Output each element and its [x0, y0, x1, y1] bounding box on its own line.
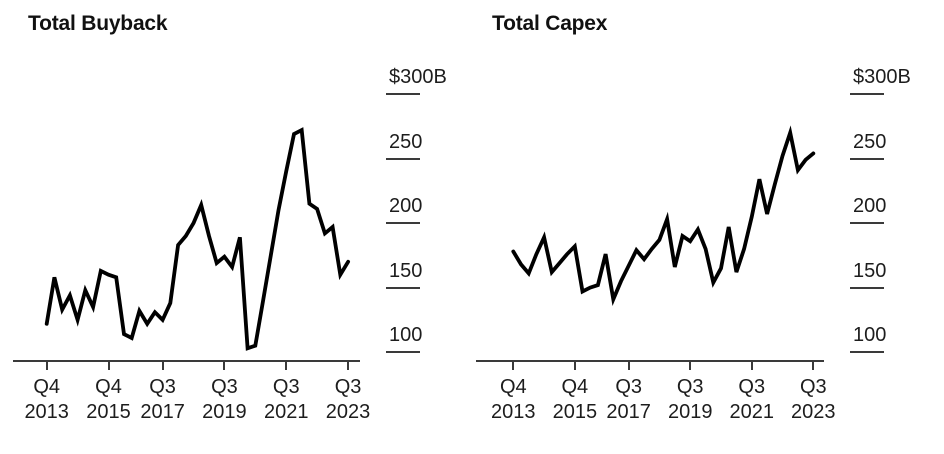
x-tick-quarter-label: Q3 [334, 376, 362, 398]
x-tick-quarter-label: Q4 [33, 376, 61, 398]
y-axis-label-text: 100 [853, 324, 887, 347]
x-tick-year-label: 2021 [729, 401, 775, 423]
y-axis-tick-line [386, 92, 420, 95]
x-axis-tick-line [347, 361, 350, 370]
x-tick-quarter-label: Q4 [561, 376, 589, 398]
y-axis-label-text: 250 [389, 130, 423, 153]
total-capex-series-line [511, 125, 816, 307]
chart-title-total-capex: Total Capex [492, 12, 608, 35]
x-axis-tick-line [750, 361, 753, 370]
x-tick-year-label: 2015 [86, 401, 131, 423]
y-axis-label-text: 200 [853, 195, 887, 218]
y-axis-tick-line [850, 286, 884, 289]
x-tick-year-label: 2015 [552, 401, 598, 423]
y-axis-tick-line [386, 222, 420, 225]
y-axis-label-text: 150 [853, 259, 887, 282]
y-axis-tick-line [386, 157, 420, 160]
y-axis-label-text: $300B [389, 65, 447, 88]
y-axis-label-text: 200 [389, 195, 423, 218]
x-axis-tick-line [627, 361, 630, 370]
y-axis-label: 200 [853, 195, 923, 217]
x-tick-quarter-label: Q3 [272, 376, 300, 398]
y-axis-label-text: 250 [853, 130, 887, 153]
total-buyback-series-line [44, 127, 350, 351]
x-axis-tick-line [45, 361, 48, 370]
x-tick-year-label: 2017 [140, 401, 185, 423]
y-axis-tick-line [386, 286, 420, 289]
x-axis-tick-line [812, 361, 815, 370]
x-tick-year-label: 2019 [202, 401, 247, 423]
x-tick-quarter-label: Q3 [799, 376, 827, 398]
y-axis-label: 250 [853, 131, 923, 153]
y-axis-label: $300B [389, 66, 459, 88]
x-tick-year-label: 2019 [667, 401, 713, 423]
y-axis-tick-line [850, 351, 884, 354]
x-tick-quarter-label: Q3 [738, 376, 766, 398]
x-axis-baseline-left [13, 360, 360, 362]
x-axis-tick-line [689, 361, 692, 370]
chart-title-total-buyback: Total Buyback [28, 12, 168, 35]
y-axis-tick-line [386, 351, 420, 354]
x-tick-year-label: 2017 [606, 401, 651, 423]
x-tick-year-label: 2013 [24, 401, 69, 423]
y-axis-label: 250 [389, 131, 459, 153]
x-tick-quarter-label: Q3 [615, 376, 643, 398]
y-axis-label-text: $300B [853, 65, 911, 88]
x-axis-tick-line [107, 361, 110, 370]
x-axis-tick-line [512, 361, 515, 370]
x-axis-tick-line [161, 361, 164, 370]
y-axis-label: 200 [389, 195, 459, 217]
x-tick-quarter-label: Q3 [149, 376, 176, 398]
x-tick-quarter-label: Q4 [499, 376, 527, 398]
y-axis-label: 100 [853, 324, 923, 346]
y-axis-label: 150 [389, 260, 459, 282]
x-tick-quarter-label: Q3 [676, 376, 704, 398]
y-axis-label: 150 [853, 260, 923, 282]
x-tick-quarter-label: Q3 [211, 376, 238, 398]
y-axis-label: $300B [853, 66, 923, 88]
y-axis-tick-line [850, 222, 884, 225]
y-axis-tick-line [850, 92, 884, 95]
y-axis-label-text: 100 [389, 324, 423, 347]
x-tick-year-label: 2023 [791, 401, 836, 423]
x-tick-quarter-label: Q4 [95, 376, 122, 398]
y-axis-label: 100 [389, 324, 459, 346]
x-axis-baseline-right [476, 360, 824, 362]
x-axis-tick-line [573, 361, 576, 370]
x-tick-year-label: 2013 [491, 401, 536, 423]
x-tick-year-label: 2021 [263, 401, 309, 423]
x-axis-tick-line [285, 361, 288, 370]
x-axis-tick-line [223, 361, 226, 370]
y-axis-tick-line [850, 157, 884, 160]
y-axis-label-text: 150 [389, 259, 423, 282]
x-tick-year-label: 2023 [325, 401, 371, 423]
